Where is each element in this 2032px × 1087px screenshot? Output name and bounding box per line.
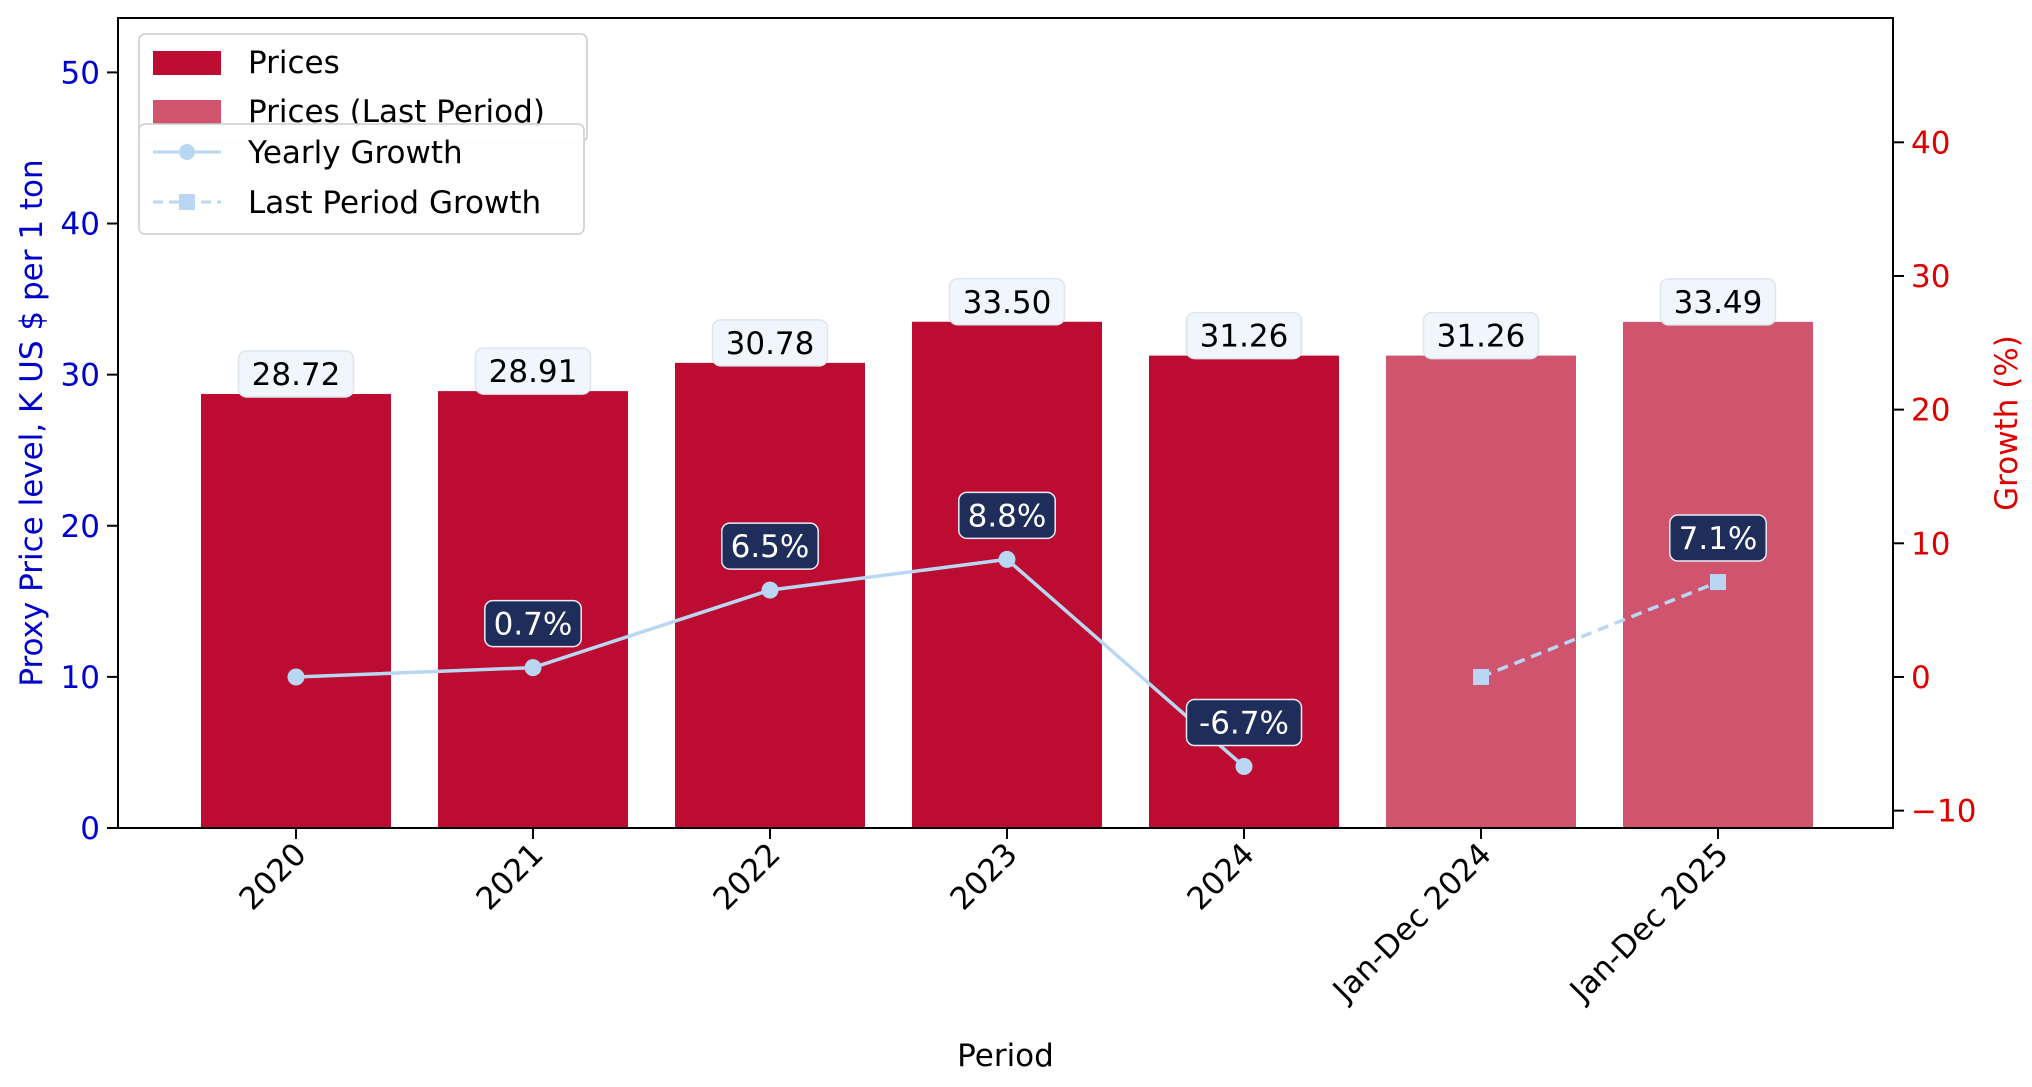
legend-swatch-prices-last-period — [153, 100, 221, 124]
bar-2020 — [201, 393, 391, 828]
legend-marker-last-period-growth — [179, 194, 195, 210]
bar-value-label-2021-box — [474, 347, 592, 395]
y-right-tick-label-10: −10 — [1911, 794, 1976, 830]
y-left-tick-label-40: 40 — [61, 207, 100, 243]
bar-value-label-jan-dec-2025: 33.49 — [1674, 285, 1763, 321]
legend-label-yearly-growth: Yearly Growth — [247, 135, 463, 171]
growth-label-2022-box — [721, 522, 819, 570]
y-left-tick-label-10: 10 — [61, 660, 100, 696]
bars-layer — [201, 321, 1813, 828]
legend-swatch-prices — [153, 51, 221, 75]
marker-yearly-growth-2023 — [998, 550, 1016, 568]
bar-value-label-2023-box — [948, 278, 1066, 326]
legend-label-last-period-growth: Last Period Growth — [248, 185, 541, 221]
bar-value-label-2023: 33.50 — [963, 285, 1052, 321]
bar-value-label-2021: 28.91 — [489, 354, 578, 390]
legend-bars: Prices Prices (Last Period) — [138, 33, 588, 143]
bar-value-label-2022: 30.78 — [726, 326, 815, 362]
y-left-tick-label-0: 0 — [80, 811, 100, 847]
bar-jan-dec-2024 — [1386, 355, 1576, 828]
bar-value-label-2024: 31.26 — [1200, 319, 1289, 355]
y-left-tick-label-20: 20 — [61, 509, 100, 545]
x-tick-label-2022: 2022 — [706, 836, 787, 917]
x-tick-label-2020: 2020 — [232, 836, 313, 917]
x-tick-label-jan-dec-2024: Jan-Dec 2024 — [1325, 836, 1499, 1010]
y-left-tick-label-30: 30 — [61, 358, 100, 394]
growth-label-2023-box — [958, 491, 1056, 540]
y-axis-left-label: Proxy Price level, K US $ per 1 ton — [14, 159, 50, 686]
bar-value-label-2020: 28.72 — [252, 357, 341, 393]
y-right-tick-label-30: 30 — [1911, 259, 1950, 295]
bar-value-label-jan-dec-2024: 31.26 — [1437, 319, 1526, 355]
marker-last-period-growth-jan-dec-2025 — [1710, 574, 1726, 591]
growth-label-2023: 8.8% — [968, 498, 1047, 534]
growth-label-2024: -6.7% — [1199, 706, 1289, 742]
legend-marker-yearly-growth — [179, 144, 195, 160]
bar-2023 — [912, 321, 1102, 828]
y-right-tick-label-10: 10 — [1911, 526, 1950, 562]
y-right-tick-label-40: 40 — [1911, 125, 1950, 161]
x-tick-label-2021: 2021 — [469, 836, 550, 917]
x-axis-label: Period — [957, 1038, 1054, 1074]
bar-value-label-jan-dec-2025-box — [1659, 278, 1777, 326]
plot-frame — [117, 17, 1894, 829]
legend-lines-box — [138, 123, 585, 235]
marker-yearly-growth-2020 — [287, 668, 305, 686]
growth-label-2024-box — [1185, 698, 1303, 747]
x-tick-label-2024: 2024 — [1180, 836, 1261, 917]
growth-lines-layer — [287, 550, 1726, 776]
data-labels-layer: 28.72 28.91 30.78 33.50 31.26 31.26 33.49 0.7% 6… — [237, 278, 1777, 747]
marker-last-period-growth-jan-dec-2024 — [1473, 668, 1489, 685]
y-right-tick-label-0: 0 — [1911, 660, 1931, 696]
bar-value-label-jan-dec-2024-box — [1422, 311, 1540, 360]
x-tick-label-2023: 2023 — [943, 836, 1024, 917]
marker-yearly-growth-2022 — [761, 581, 779, 599]
growth-label-jan-dec-2025: 7.1% — [1679, 521, 1758, 557]
bar-value-label-2020-box — [237, 350, 355, 398]
y-right-tick-label-20: 20 — [1911, 393, 1950, 429]
growth-label-2021-box — [484, 599, 582, 648]
x-tick-label-jan-dec-2025: Jan-Dec 2025 — [1562, 836, 1736, 1010]
legend-lines: Yearly Growth Last Period Growth — [138, 123, 585, 235]
bar-value-label-2022-box — [711, 319, 829, 367]
bar-value-label-2024-box — [1185, 311, 1303, 360]
legend-label-prices: Prices — [248, 45, 340, 81]
y-axis-right-label: Growth (%) — [1989, 335, 2025, 511]
line-last-period-growth — [1480, 580, 1719, 679]
marker-yearly-growth-2024 — [1235, 758, 1253, 776]
growth-label-2021: 0.7% — [494, 607, 573, 643]
marker-yearly-growth-2021 — [524, 659, 542, 677]
bar-2024 — [1149, 355, 1339, 828]
growth-label-jan-dec-2025-box — [1669, 514, 1767, 562]
growth-label-2022: 6.5% — [731, 529, 810, 565]
y-left-tick-label-50: 50 — [61, 55, 100, 91]
